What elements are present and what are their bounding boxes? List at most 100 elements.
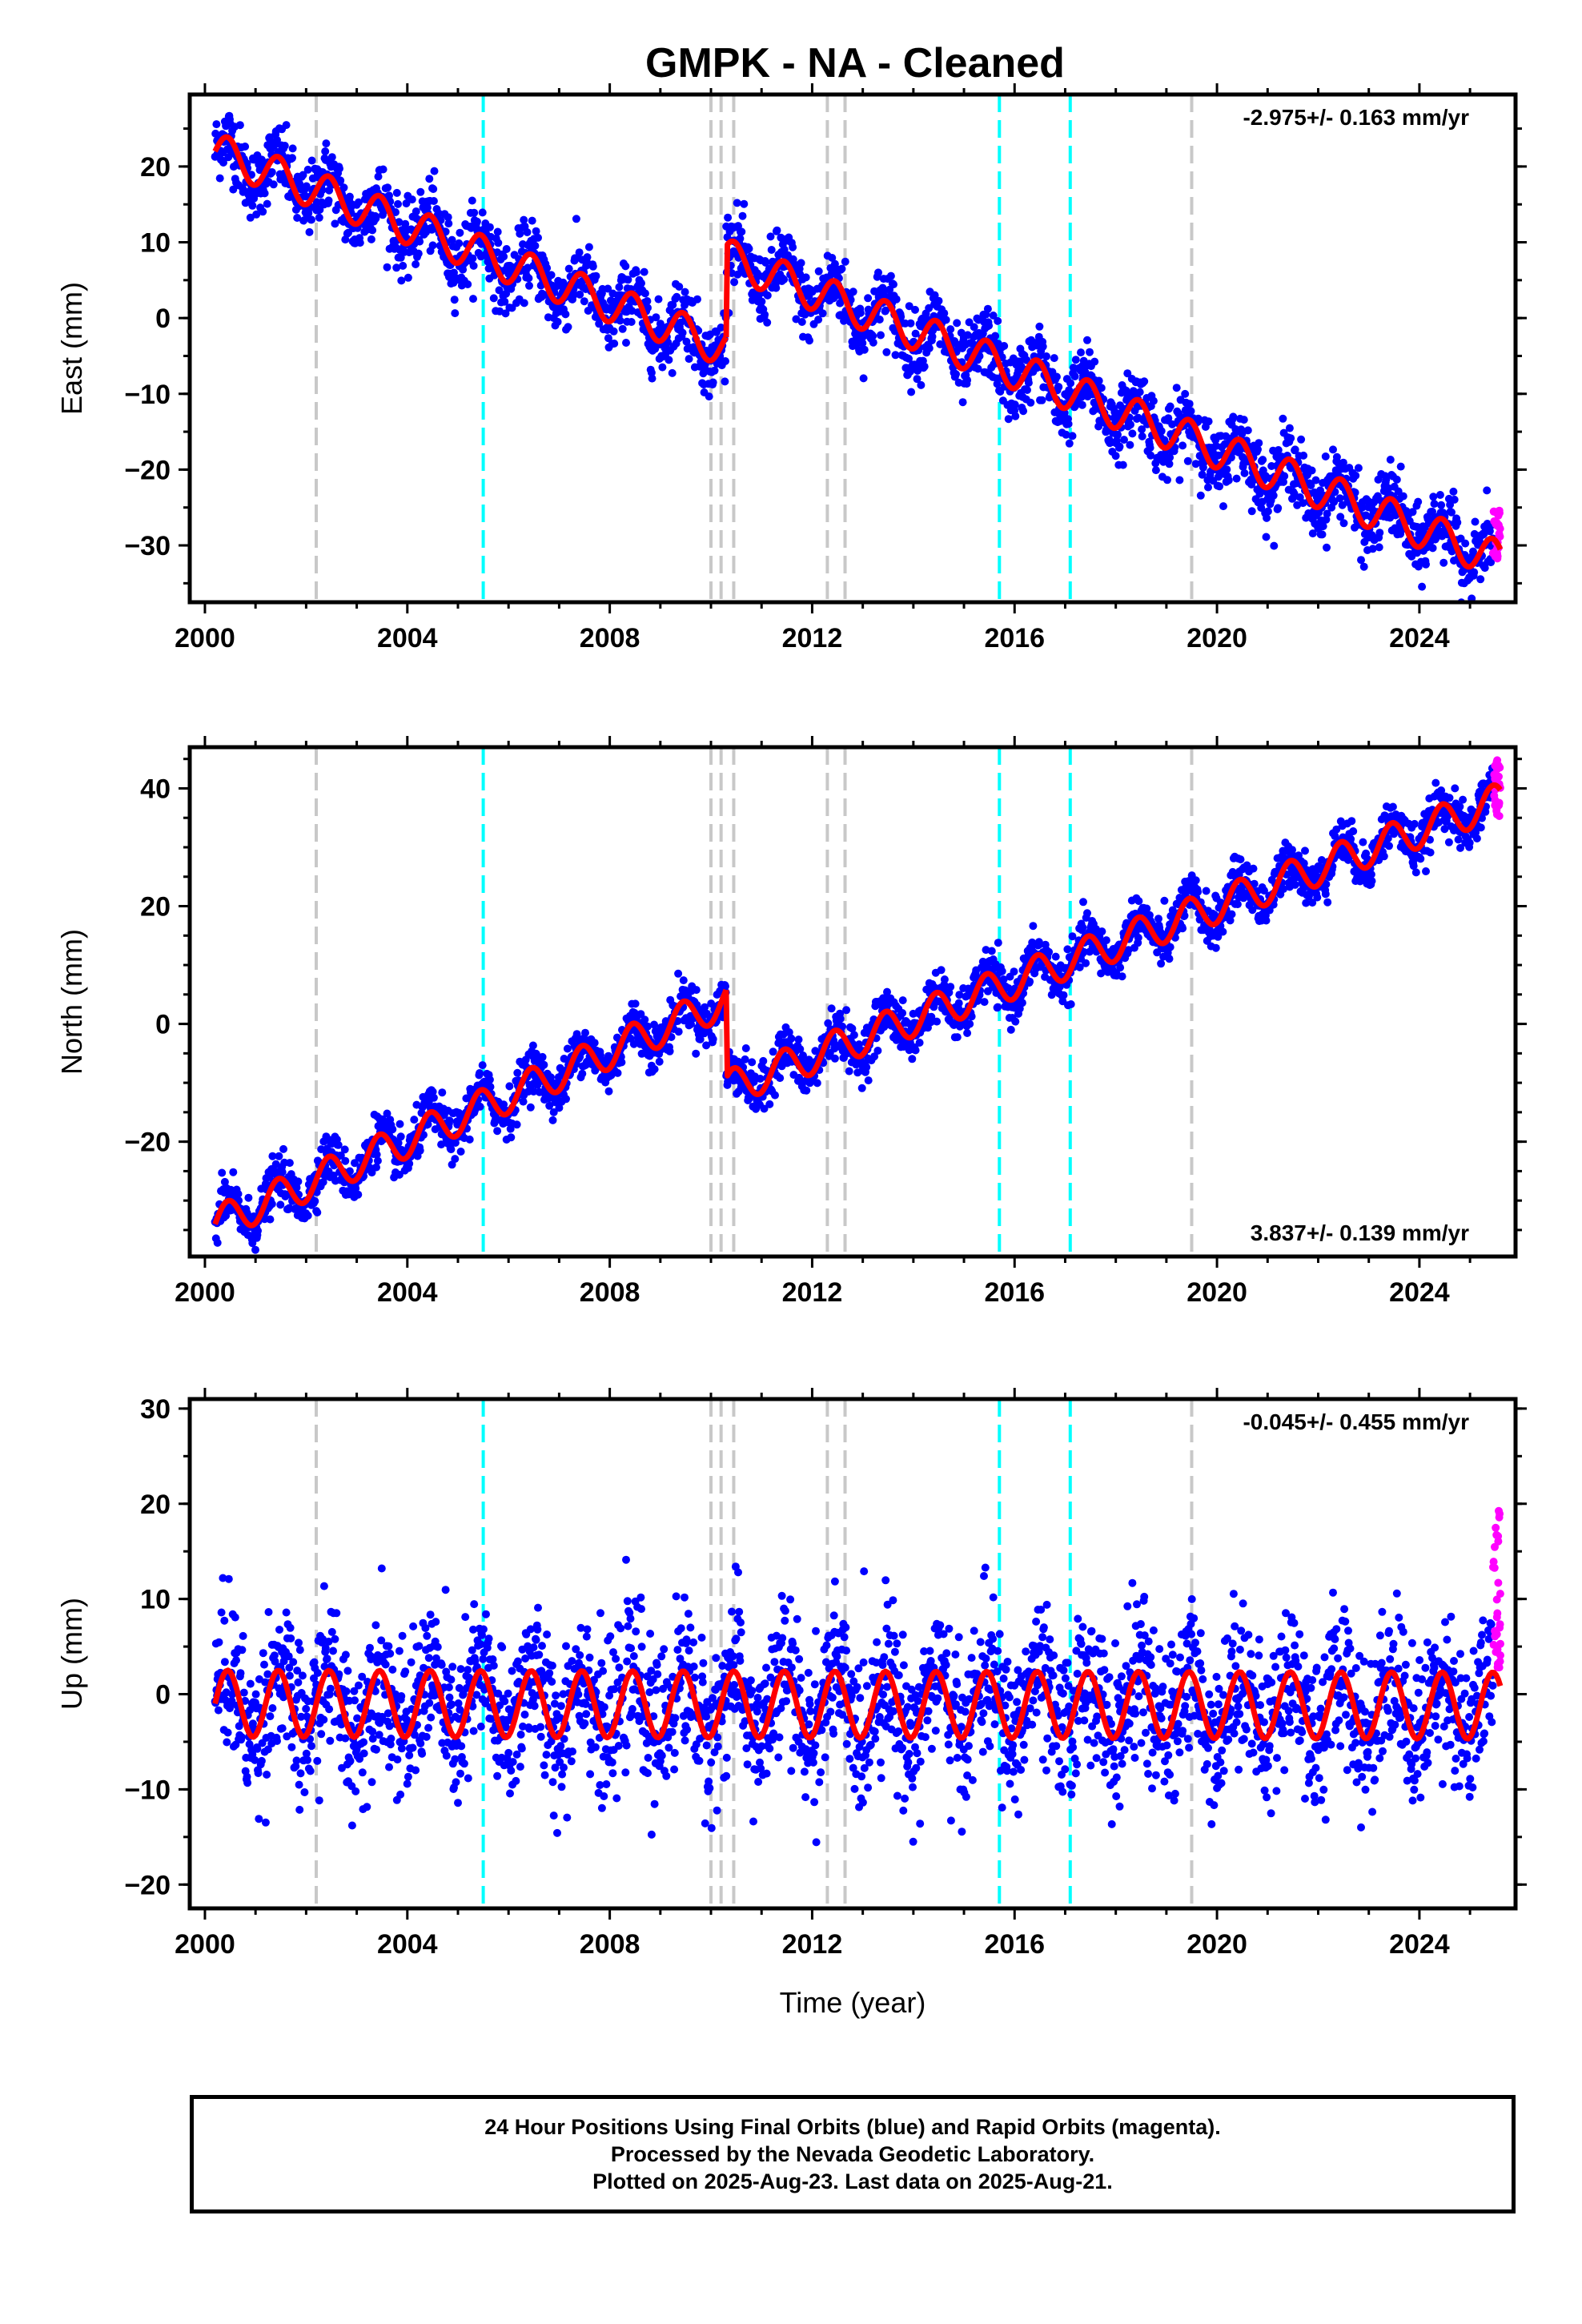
final-orbit-point — [891, 351, 900, 360]
final-orbit-point — [1291, 880, 1299, 889]
final-orbit-point — [313, 1208, 322, 1216]
y-tick-label: −20 — [124, 455, 171, 485]
final-orbit-point — [1211, 943, 1220, 952]
final-orbit-point — [920, 362, 929, 371]
final-orbit-point — [468, 254, 477, 263]
final-orbit-point — [383, 183, 392, 192]
final-orbit-point — [212, 120, 221, 129]
final-orbit-point — [1439, 558, 1448, 567]
final-orbit-point — [838, 1022, 847, 1031]
final-orbit-point — [1255, 439, 1263, 448]
final-orbit-point — [302, 182, 311, 191]
final-orbit-point — [416, 237, 424, 246]
final-orbit-point — [828, 254, 837, 262]
final-orbit-point — [1094, 376, 1103, 385]
final-orbit-point — [702, 1041, 711, 1050]
final-orbit-point — [617, 1058, 626, 1067]
final-orbit-point — [1255, 489, 1264, 498]
final-orbit-point — [898, 1009, 907, 1017]
final-orbit-point — [707, 999, 716, 1008]
final-orbit-point — [1254, 445, 1262, 454]
final-orbit-point — [898, 996, 907, 1005]
final-orbit-point — [367, 235, 375, 243]
final-orbit-point — [860, 345, 869, 354]
final-orbit-point — [428, 241, 437, 250]
final-orbit-point — [279, 1144, 287, 1153]
final-orbit-point — [1115, 442, 1124, 451]
final-orbit-point — [1157, 959, 1166, 968]
final-orbit-point — [674, 1027, 683, 1036]
final-orbit-point — [229, 1168, 238, 1176]
final-orbit-point — [1134, 933, 1142, 942]
final-orbit-point — [244, 1193, 253, 1202]
final-orbit-point — [1172, 384, 1181, 392]
x-tick-label: 2012 — [782, 623, 843, 653]
final-orbit-point — [799, 1051, 807, 1059]
final-orbit-point — [383, 263, 391, 271]
final-orbit-point — [395, 1170, 404, 1179]
final-orbit-point — [1249, 864, 1258, 873]
final-orbit-point — [1223, 465, 1231, 474]
final-orbit-point — [299, 171, 307, 179]
final-orbit-point — [1204, 483, 1212, 492]
final-orbit-point — [999, 975, 1008, 983]
final-orbit-point — [435, 209, 443, 218]
final-orbit-point — [836, 1015, 845, 1023]
final-orbit-point — [553, 317, 562, 326]
final-orbit-point — [955, 991, 964, 999]
final-orbit-point — [335, 164, 343, 173]
final-orbit-point — [1319, 522, 1327, 531]
final-orbit-point — [396, 1120, 404, 1128]
final-orbit-point — [303, 165, 312, 174]
final-orbit-point — [1011, 1017, 1020, 1026]
final-orbit-point — [766, 232, 775, 241]
final-orbit-point — [1098, 927, 1106, 936]
final-orbit-point — [315, 205, 324, 214]
final-orbit-point — [1038, 396, 1046, 404]
final-orbit-point — [1024, 379, 1033, 387]
rapid-orbit-point — [1495, 506, 1504, 515]
final-orbit-point — [538, 1052, 547, 1061]
final-orbit-point — [1430, 500, 1439, 509]
final-orbit-point — [1465, 609, 1473, 617]
final-orbit-point — [1447, 508, 1456, 517]
final-orbit-point — [985, 321, 994, 330]
final-orbit-point — [373, 1156, 382, 1165]
final-orbit-point — [772, 283, 781, 292]
final-orbit-point — [669, 300, 677, 309]
final-orbit-point — [1165, 955, 1174, 963]
final-orbit-point — [745, 244, 753, 253]
final-orbit-point — [311, 1196, 319, 1205]
final-orbit-point — [709, 378, 717, 387]
final-orbit-point — [465, 1135, 474, 1144]
final-orbit-point — [564, 264, 573, 273]
final-orbit-point — [604, 334, 612, 343]
final-orbit-point — [934, 296, 943, 305]
final-orbit-point — [681, 287, 689, 296]
final-orbit-point — [252, 210, 261, 219]
final-orbit-point — [276, 1200, 285, 1209]
final-orbit-point — [1018, 999, 1026, 1007]
velocity-rate-label: -2.975+/- 0.163 mm/yr — [1243, 105, 1469, 130]
final-orbit-point — [1149, 396, 1158, 405]
final-orbit-point — [801, 273, 810, 282]
final-orbit-point — [1126, 420, 1134, 429]
final-orbit-point — [392, 188, 401, 197]
final-orbit-point — [1269, 491, 1278, 500]
final-orbit-point — [1026, 977, 1034, 986]
final-orbit-point — [1414, 497, 1423, 506]
y-tick-label: 20 — [140, 152, 171, 183]
final-orbit-point — [315, 213, 323, 222]
final-orbit-point — [412, 207, 420, 215]
final-orbit-point — [478, 1061, 487, 1070]
final-orbit-point — [1279, 477, 1287, 486]
final-orbit-point — [385, 191, 393, 200]
final-orbit-point — [991, 332, 1000, 340]
final-orbit-point — [917, 380, 926, 389]
final-orbit-point — [322, 139, 331, 148]
final-orbit-point — [927, 1012, 936, 1021]
final-orbit-point — [830, 1054, 839, 1063]
final-orbit-point — [678, 328, 687, 337]
final-orbit-point — [1191, 876, 1200, 885]
final-orbit-point — [673, 292, 681, 301]
